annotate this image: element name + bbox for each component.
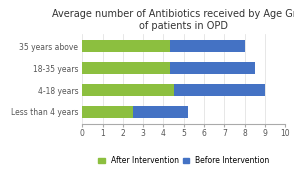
Bar xyxy=(133,106,188,118)
Bar xyxy=(170,62,255,74)
Bar xyxy=(82,84,173,96)
Bar xyxy=(170,40,245,52)
Legend: After Intervention, Before Intervention: After Intervention, Before Intervention xyxy=(97,154,270,166)
Bar xyxy=(173,84,265,96)
Title: Average number of Antibiotics received by Age Group
of patients in OPD: Average number of Antibiotics received b… xyxy=(52,9,294,31)
Bar xyxy=(82,106,133,118)
Bar xyxy=(82,40,170,52)
Bar xyxy=(82,62,170,74)
